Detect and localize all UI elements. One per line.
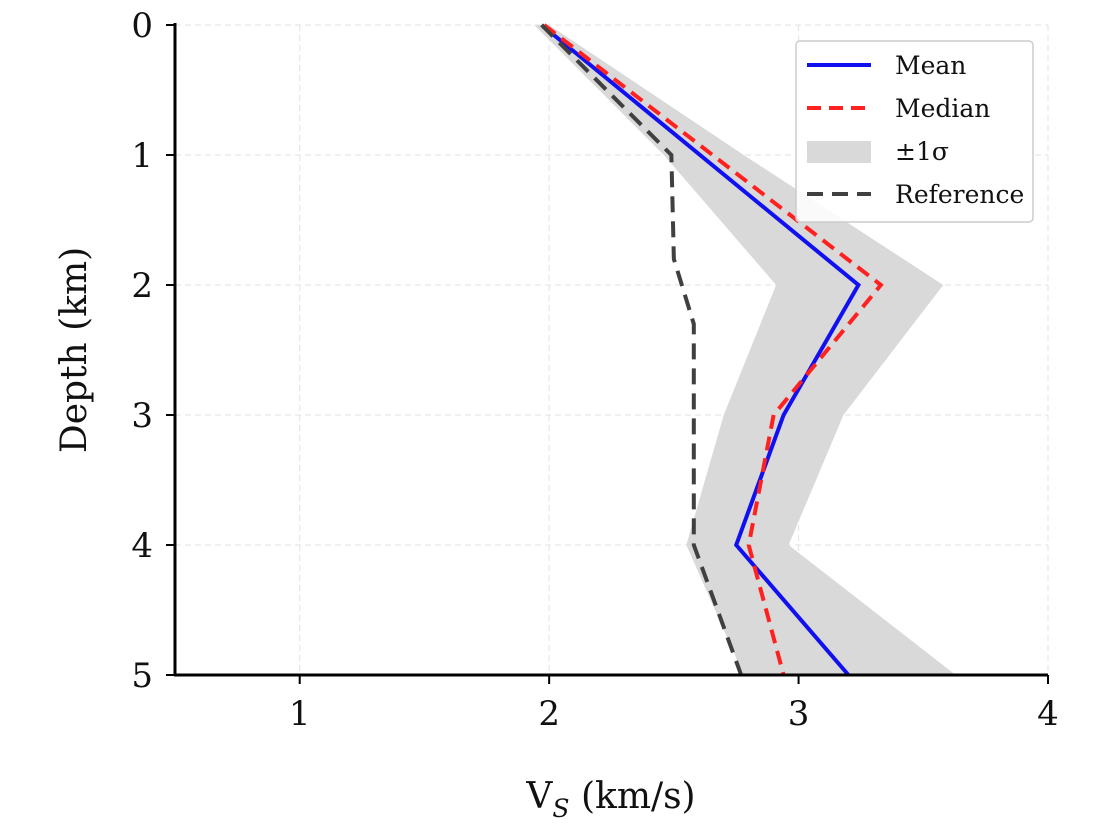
series-line-mean	[540, 23, 862, 677]
y-tick-label: 0	[131, 6, 153, 46]
legend: Mean Median ±1σ Reference	[795, 40, 1034, 223]
x-tick-label: 3	[788, 694, 810, 734]
y-tick-label: 5	[131, 656, 153, 696]
series-line-median	[542, 23, 884, 676]
series-line-reference	[540, 23, 744, 676]
x-axis-label: VS (km/s)	[525, 776, 695, 823]
y-axis-label: Depth (km)	[54, 247, 95, 453]
x-tick-label: 1	[289, 694, 311, 734]
y-tick-label: 4	[131, 526, 153, 566]
y-tick-label: 3	[131, 396, 153, 436]
legend-label: ±1σ	[895, 137, 949, 166]
sigma-band-layer	[534, 25, 956, 675]
axes	[166, 23, 1049, 684]
x-tick-label: 2	[538, 694, 560, 734]
y-tick-label: 1	[131, 136, 153, 176]
sigma-band	[534, 25, 956, 675]
y-tick-label: 2	[131, 266, 153, 306]
tick-labels: 1 2 3 4 0 1 2 3 4 5	[131, 6, 1058, 734]
legend-label: Median	[895, 94, 990, 123]
legend-swatch-sigma	[807, 141, 871, 163]
x-tick-label: 4	[1037, 694, 1059, 734]
legend-label: Mean	[895, 51, 966, 80]
legend-label: Reference	[895, 180, 1024, 209]
series-lines	[540, 23, 884, 677]
